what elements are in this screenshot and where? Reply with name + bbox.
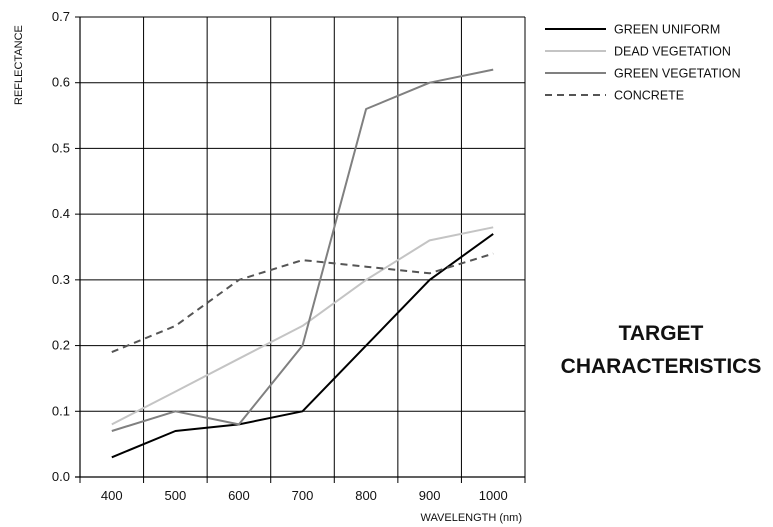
y-tick-label: 0.7 (52, 9, 70, 24)
tick-labels: 0.0 0.1 0.2 0.3 0.4 0.5 0.6 0.7 400 500 600 700 800 9… (52, 9, 508, 503)
y-tick-label: 0.0 (52, 469, 70, 484)
x-tick-label: 600 (228, 488, 250, 503)
x-tick-label: 500 (165, 488, 187, 503)
axes (75, 16, 526, 483)
series-lines (111, 68, 494, 459)
legend-label-concrete: CONCRETE (614, 89, 684, 103)
y-tick-label: 0.5 (52, 140, 70, 155)
x-axis-label: WAVELENGTH (nm) (421, 512, 522, 524)
x-tick-label: 900 (419, 488, 441, 503)
legend-label-dead-vegetation: DEAD VEGETATION (614, 45, 731, 59)
series-line-green-vegetation (111, 68, 494, 432)
series-line-concrete (111, 252, 494, 354)
legend-label-green-vegetation: GREEN VEGETATION (614, 67, 741, 81)
y-tick-label: 0.6 (52, 75, 70, 90)
legend-label-green-uniform: GREEN UNIFORM (614, 23, 720, 37)
legend: GREEN UNIFORM DEAD VEGETATION GREEN VEGETA… (545, 23, 741, 103)
series-line-dead-vegetation (111, 226, 494, 426)
chart-title-line-2: CHARACTERISTICS (561, 355, 762, 378)
x-tick-label: 1000 (479, 488, 508, 503)
x-tick-label: 400 (101, 488, 123, 503)
y-tick-label: 0.2 (52, 338, 70, 353)
chart-title-line-1: TARGET (619, 322, 704, 345)
y-tick-label: 0.3 (52, 272, 70, 287)
y-tick-label: 0.1 (52, 403, 70, 418)
grid (79, 16, 526, 477)
y-axis-label: REFLECTANCE (13, 25, 25, 105)
series-line-green-uniform (111, 233, 494, 459)
x-tick-label: 800 (355, 488, 377, 503)
y-tick-label: 0.4 (52, 206, 70, 221)
x-tick-label: 700 (292, 488, 314, 503)
